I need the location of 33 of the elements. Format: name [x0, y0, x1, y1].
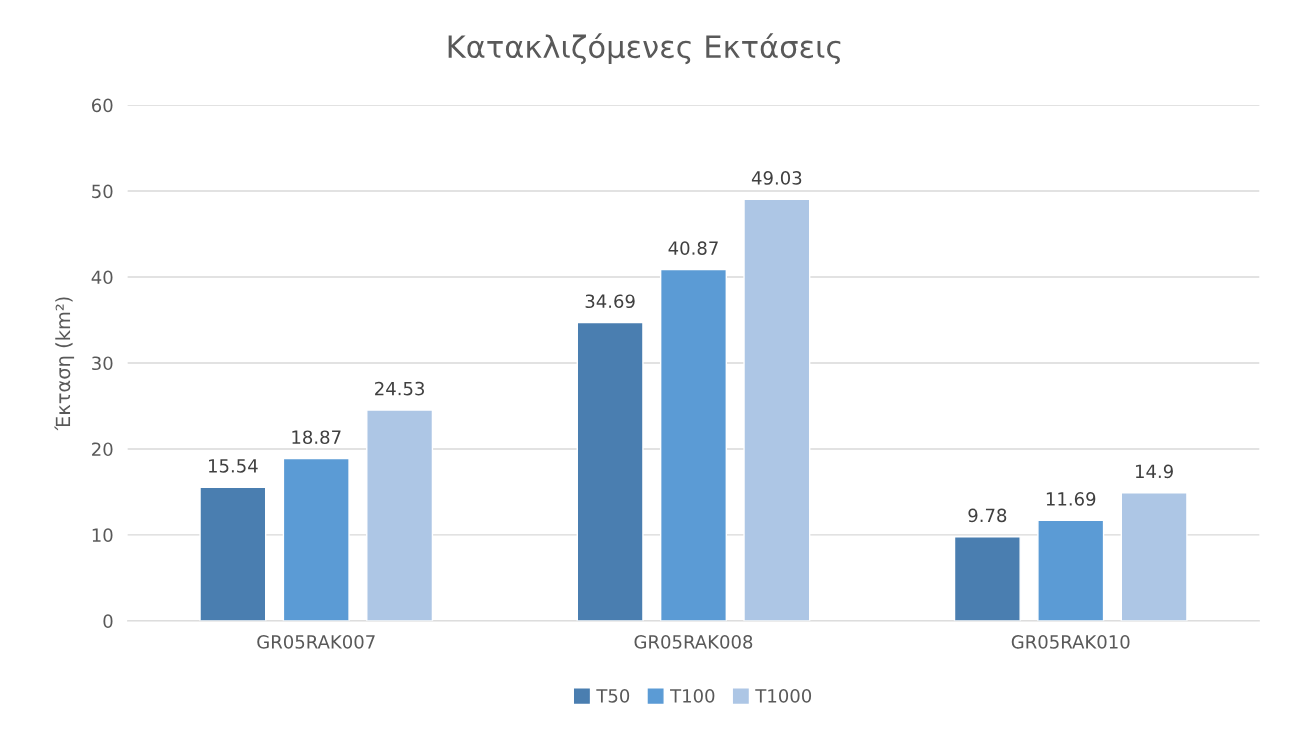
data-label: 34.69	[585, 294, 635, 309]
bar	[953, 536, 1021, 621]
legend-label: T50	[596, 689, 630, 703]
y-tick-label: 20	[92, 442, 113, 457]
legend-label: T100	[670, 689, 715, 703]
bar	[576, 321, 644, 621]
legend-label: T1000	[755, 689, 812, 703]
data-label: 15.54	[209, 459, 258, 473]
bar	[1120, 492, 1188, 621]
bar	[743, 198, 811, 621]
data-label: 11.69	[1046, 492, 1096, 506]
y-tick-label: 10	[92, 528, 113, 543]
y-tick-label: 40	[91, 270, 113, 285]
data-label: 9.78	[968, 508, 1007, 523]
bar	[282, 457, 350, 621]
bar	[659, 268, 727, 621]
chart-title: Κατακλιζόμενες Εκτάσεις	[448, 33, 841, 65]
x-tick-label: GR05RAK010	[1011, 635, 1130, 649]
data-label: 18.87	[292, 430, 341, 445]
data-label: 40.87	[668, 241, 718, 255]
y-tick-label: 60	[92, 98, 113, 113]
x-tick-label: GR05RAK007	[257, 635, 375, 649]
bar	[1037, 519, 1105, 621]
bar	[199, 486, 267, 621]
y-tick-label: 50	[92, 184, 113, 199]
y-axis-title: Έκταση (km²)	[54, 297, 75, 431]
data-label: 14.9	[1135, 464, 1173, 479]
y-tick-label: 30	[92, 356, 113, 371]
bar	[366, 409, 434, 621]
data-label: 24.53	[375, 381, 424, 396]
data-label: 49.03	[751, 171, 802, 185]
y-tick-label: 0	[103, 614, 113, 628]
x-tick-label: GR05RAK008	[634, 635, 753, 649]
